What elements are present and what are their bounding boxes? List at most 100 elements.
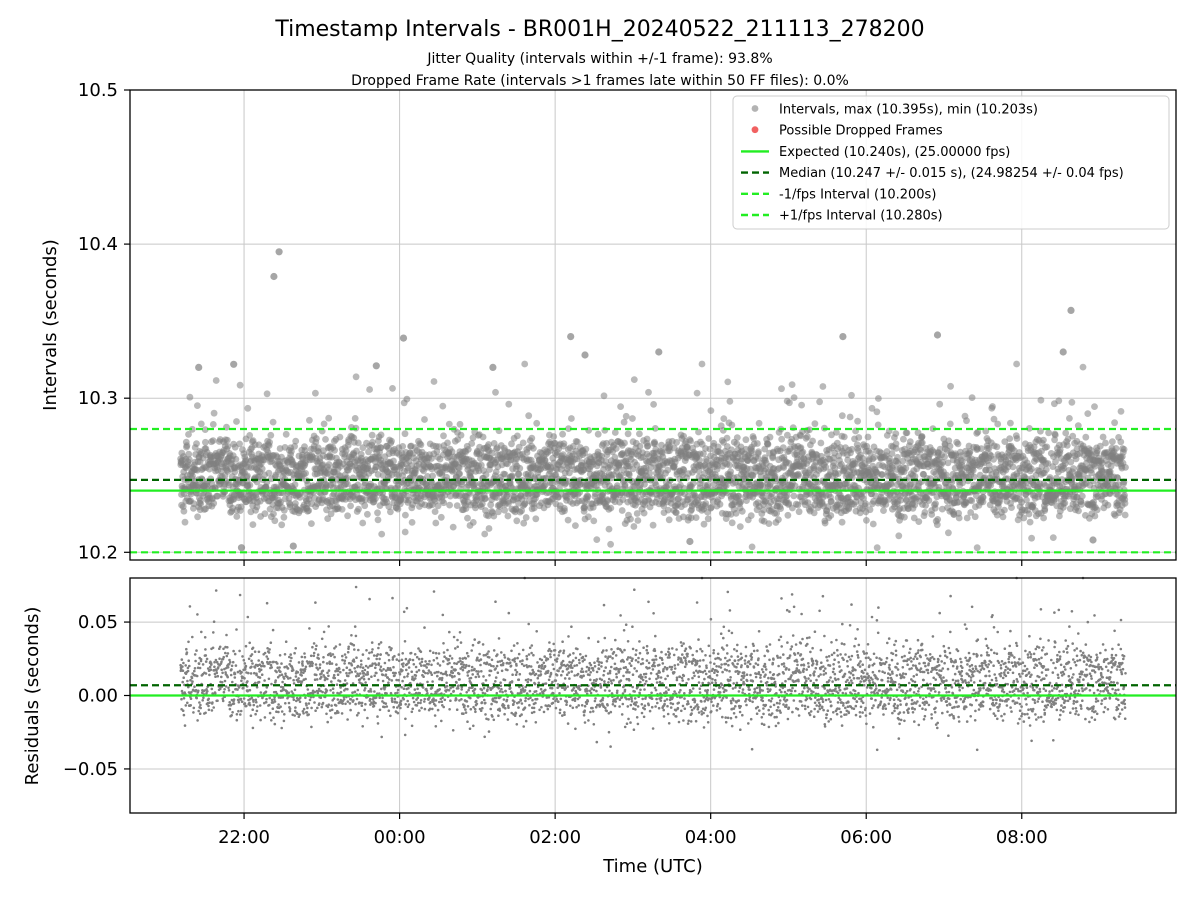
interval-point [233, 418, 240, 425]
interval-point [892, 430, 900, 437]
residual-point [273, 700, 277, 703]
interval-point [621, 439, 628, 447]
interval-point [673, 439, 680, 446]
residual-point [182, 661, 185, 665]
interval-point [955, 514, 963, 522]
interval-point [754, 440, 761, 447]
interval-point [700, 450, 707, 458]
interval-point [270, 510, 277, 518]
interval-point [366, 386, 373, 393]
interval-point [977, 445, 985, 452]
residual-point [307, 713, 311, 716]
interval-point [194, 513, 202, 521]
interval-point [520, 519, 528, 527]
interval-point [698, 360, 706, 368]
interval-point [1122, 464, 1129, 471]
residual-point [253, 650, 257, 653]
interval-point [724, 378, 732, 386]
residual-point [247, 671, 250, 675]
interval-point [946, 420, 954, 428]
interval-point [864, 433, 872, 441]
interval-point [901, 513, 908, 521]
interval-point [212, 377, 220, 384]
residual-point [225, 654, 229, 658]
residual-point [181, 669, 185, 672]
residual-point [227, 689, 231, 692]
residual-point [265, 601, 269, 605]
interval-point [320, 420, 328, 428]
interval-point [244, 404, 252, 412]
residual-point [231, 690, 235, 694]
residual-point [207, 708, 211, 712]
residual-point [280, 726, 284, 730]
interval-point [210, 409, 218, 417]
residual-point [195, 696, 198, 700]
interval-point [482, 471, 490, 479]
residual-point [219, 687, 222, 691]
residual-point [270, 666, 274, 669]
interval-outlier-point [655, 348, 663, 356]
interval-point [492, 468, 500, 476]
interval-point [838, 518, 846, 526]
interval-point [819, 383, 827, 390]
residual-point [250, 665, 253, 669]
residual-point [238, 593, 242, 597]
interval-point [291, 442, 298, 450]
residual-point [195, 649, 198, 652]
interval-point [453, 502, 461, 509]
interval-point [627, 515, 634, 523]
interval-point [1120, 446, 1128, 453]
residual-point [204, 711, 207, 715]
residual-point [239, 697, 243, 701]
interval-point [687, 437, 694, 445]
interval-point [646, 469, 653, 477]
interval-point [308, 520, 315, 527]
interval-point [773, 509, 780, 517]
legend-label: Intervals, max (10.395s), min (10.203s) [779, 103, 1038, 118]
residual-point [181, 709, 185, 712]
residual-point [231, 660, 235, 664]
residual-point [226, 646, 229, 649]
residual-point [246, 680, 249, 683]
residual-point [310, 725, 313, 729]
interval-point [803, 433, 811, 441]
residual-point [248, 688, 252, 692]
interval-point [705, 435, 713, 442]
residual-point [300, 655, 304, 659]
interval-point [700, 520, 708, 528]
residual-point [254, 712, 257, 716]
residual-point [209, 668, 213, 671]
residual-point [314, 647, 318, 651]
interval-point [1051, 431, 1059, 439]
interval-point [784, 431, 791, 439]
legend-label: Possible Dropped Frames [779, 124, 943, 139]
residual-point [318, 702, 321, 705]
interval-point [738, 507, 746, 515]
interval-point [481, 495, 489, 502]
interval-point [513, 517, 521, 525]
residual-point [254, 700, 258, 704]
interval-point [449, 523, 457, 531]
interval-point [237, 503, 245, 511]
interval-point [761, 445, 769, 453]
interval-point [925, 497, 933, 504]
residual-point [277, 703, 280, 706]
residual-point [228, 660, 232, 664]
residual-point [251, 646, 255, 650]
interval-point [261, 510, 269, 518]
interval-point [748, 447, 756, 454]
interval-point [528, 434, 536, 442]
interval-point [378, 530, 386, 538]
interval-point [1111, 419, 1118, 427]
interval-point [437, 513, 445, 521]
interval-point [1062, 429, 1070, 437]
residual-point [192, 706, 196, 710]
interval-point [726, 398, 734, 405]
residual-point [223, 688, 226, 691]
interval-point [665, 516, 673, 524]
interval-point [388, 437, 395, 445]
interval-point [263, 390, 271, 398]
residual-point [210, 663, 213, 666]
interval-point [266, 438, 273, 446]
interval-point [783, 492, 791, 499]
